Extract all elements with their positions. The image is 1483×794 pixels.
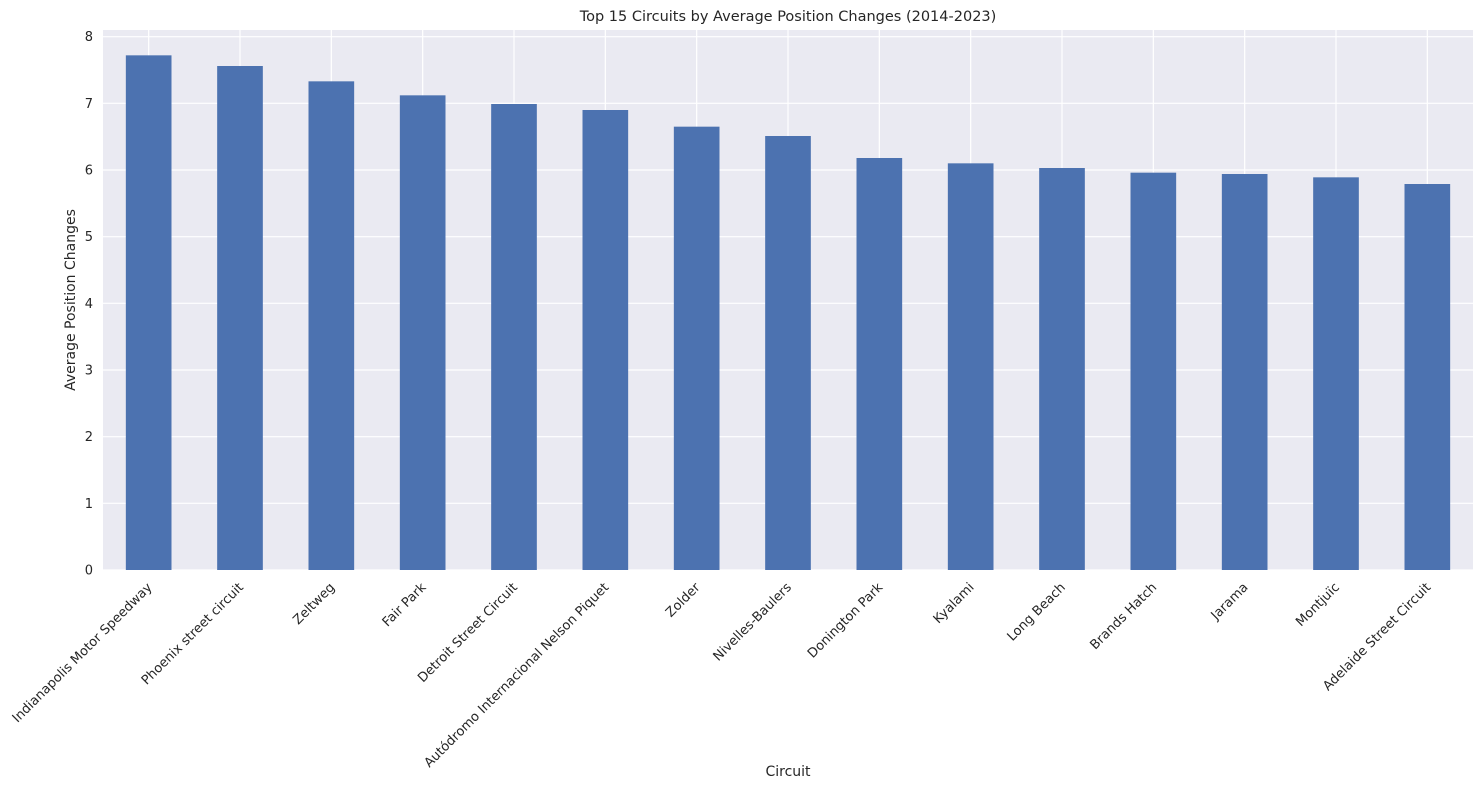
x-tick-label: Detroit Street Circuit: [415, 580, 521, 686]
y-tick-label: 1: [85, 497, 93, 512]
bar: [399, 95, 446, 570]
x-tick-label: Kyalami: [931, 580, 978, 627]
y-axis-ticks: 0 1 2 3 4 5 6 7 8: [85, 30, 93, 578]
y-tick-label: 6: [85, 164, 93, 179]
chart-title: Top 15 Circuits by Average Position Chan…: [579, 9, 997, 25]
y-tick-label: 7: [85, 97, 93, 112]
x-tick-label: Montjuïc: [1293, 580, 1343, 630]
x-tick-label: Phoenix street circuit: [139, 580, 247, 688]
bar: [582, 110, 629, 570]
y-axis-label: Average Position Changes: [63, 209, 79, 391]
bar: [491, 104, 537, 570]
bar: [308, 81, 355, 570]
x-tick-label: Long Beach: [1005, 580, 1069, 644]
x-tick-label: Fair Park: [380, 580, 430, 630]
y-tick-label: 0: [85, 564, 93, 579]
x-tick-label: Indianapolis Motor Speedway: [10, 580, 156, 726]
y-tick-label: 8: [85, 30, 93, 45]
x-tick-label: Adelaide Street Circuit: [1320, 580, 1434, 694]
bar: [673, 126, 720, 571]
x-tick-label: Autódromo Internacional Nelson Piquet: [422, 580, 613, 771]
bar: [765, 136, 811, 570]
x-tick-label: Donington Park: [805, 580, 887, 662]
y-tick-label: 4: [85, 297, 93, 312]
x-tick-label: Brands Hatch: [1087, 580, 1160, 653]
x-tick-label: Jarama: [1208, 580, 1252, 624]
bar: [1313, 177, 1359, 571]
bar: [947, 163, 994, 571]
bar: [1130, 172, 1177, 570]
bar: [1404, 184, 1451, 570]
x-axis-label: Circuit: [765, 764, 811, 780]
y-tick-label: 3: [85, 364, 93, 379]
bar: [1221, 174, 1268, 570]
bar: [217, 66, 263, 570]
x-tick-label: Zolder: [663, 580, 704, 621]
bars: [125, 55, 1451, 571]
bar: [856, 158, 903, 570]
bar: [1039, 168, 1085, 570]
x-tick-label: Zeltweg: [290, 580, 338, 628]
x-tick-label: Nivelles-Baulers: [711, 580, 795, 664]
bar: [125, 55, 172, 571]
y-tick-label: 5: [85, 230, 93, 245]
y-tick-label: 2: [85, 430, 93, 445]
